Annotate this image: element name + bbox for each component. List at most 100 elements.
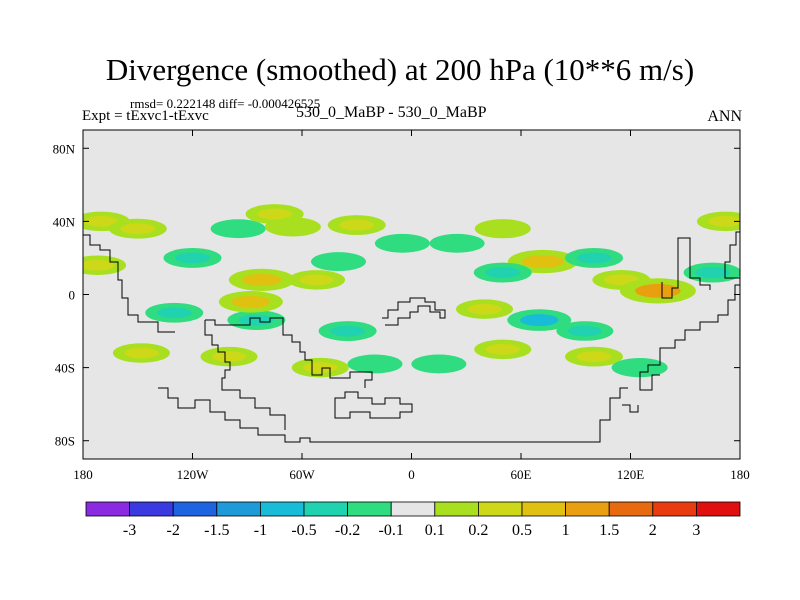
anomaly-inner <box>467 303 502 315</box>
anomaly-outer <box>210 219 266 239</box>
anomaly-inner <box>156 307 192 319</box>
colorbar-swatch <box>652 501 697 517</box>
anomaly-inner <box>576 351 612 363</box>
field-anomaly <box>474 339 532 360</box>
colorbar-label: -1 <box>254 522 267 539</box>
axis-tick-labels: 180 120W 60W 0 60E 120E 180 80N 40N 0 40S 80S <box>53 141 750 482</box>
anomaly-inner <box>339 219 375 231</box>
field-anomaly <box>565 248 623 268</box>
colorbar-swatch <box>390 501 436 517</box>
y-tick-label: 40N <box>53 214 76 229</box>
field-anomaly <box>474 219 531 239</box>
coastline-south-america-lower <box>204 320 286 430</box>
x-tick-label: 0 <box>408 467 415 482</box>
anomaly-inner <box>238 314 274 326</box>
anomaly-inner <box>485 343 520 355</box>
coastline-africa-north <box>382 297 446 326</box>
coastline-east-asia <box>724 231 740 279</box>
colorbar-label: -0.1 <box>379 522 404 539</box>
stats-line: rmsd= 0.222148 diff= -0.000426525 <box>130 96 321 111</box>
anomaly-outer <box>347 354 403 374</box>
anomaly-inner <box>695 267 731 279</box>
colorbar-label: 0.2 <box>468 522 488 539</box>
anomaly-inner <box>83 259 115 271</box>
coastline-central-south-america <box>205 317 373 388</box>
anomaly-inner <box>124 347 159 359</box>
field-anomaly <box>311 252 366 272</box>
y-tick-label: 80N <box>53 141 76 156</box>
colorbar-label: 1.5 <box>599 522 619 539</box>
field-anomaly <box>411 354 467 374</box>
x-tick-label: 180 <box>730 467 750 482</box>
field-anomaly <box>611 358 668 378</box>
anomaly-inner <box>521 255 564 269</box>
anomaly-inner <box>520 314 559 327</box>
anomaly-inner <box>242 273 282 286</box>
colorbar-swatch <box>85 501 130 517</box>
anomaly-inner <box>211 351 247 363</box>
colorbar-swatch <box>434 501 479 517</box>
coastline-pacific-islands <box>661 237 711 299</box>
anomaly-inner <box>567 325 602 337</box>
colorbar-label: 1 <box>562 522 570 539</box>
colorbar-swatch <box>608 501 654 517</box>
field-anomaly <box>556 321 614 341</box>
x-tick-label: 180 <box>73 467 93 482</box>
colorbar-swatch <box>565 501 610 517</box>
anomaly-inner <box>485 267 521 279</box>
field-anomaly <box>473 262 532 283</box>
field-anomaly <box>291 357 349 378</box>
season-label: ANN <box>707 108 742 125</box>
colorbar-label: -0.2 <box>335 522 360 539</box>
colorbar-swatch <box>696 501 741 517</box>
field-anomaly <box>288 270 346 290</box>
anomaly-outer <box>474 219 531 239</box>
colorbar-swatch <box>347 501 392 517</box>
x-tick-label: 60E <box>511 467 532 482</box>
coastline-australia-east <box>639 284 740 391</box>
field-anomaly <box>429 233 485 253</box>
anomaly-outer <box>311 252 366 272</box>
x-tick-label: 120E <box>617 467 645 482</box>
anomaly-outer <box>374 233 430 253</box>
anomaly-inner <box>576 252 612 264</box>
colorbar-label: -3 <box>123 522 136 539</box>
anomaly-inner <box>299 274 334 286</box>
field-anomaly <box>218 291 283 313</box>
anomaly-inner <box>84 216 119 227</box>
colorbar-swatch <box>477 501 523 517</box>
colorbar-swatch <box>216 501 261 517</box>
axis-ticks <box>82 130 741 459</box>
coastline-antarctic-peninsula <box>334 391 413 419</box>
colorbar-label: -1.5 <box>204 522 229 539</box>
anomaly-inner <box>231 295 271 308</box>
y-tick-label: 80S <box>55 434 75 449</box>
field-anomaly <box>696 211 740 232</box>
anomaly-inner <box>257 208 293 220</box>
colorbar-swatch <box>303 501 348 517</box>
anomaly-inner <box>708 216 740 227</box>
field-anomaly <box>318 321 377 341</box>
experiment-label: Expt = tExvc1-tExvc <box>82 108 209 124</box>
field-anomaly <box>145 302 204 323</box>
anomaly-inner <box>635 283 681 298</box>
colorbar-label: 3 <box>692 522 700 539</box>
field-anomaly <box>347 354 403 374</box>
coastline-antarctica <box>158 387 628 443</box>
colorbar-swatch <box>172 501 218 517</box>
case-label: 530_0_MaBP - 530_0_MaBP <box>296 104 487 121</box>
field-anomaly <box>456 299 513 319</box>
field-anomaly <box>200 346 258 367</box>
colorbar-label: -2 <box>167 522 180 539</box>
anomaly-inner <box>330 325 366 337</box>
chart-title: Divergence (smoothed) at 200 hPa (10**6 … <box>105 52 695 87</box>
y-tick-label: 0 <box>69 288 76 303</box>
field-anomaly <box>83 255 127 276</box>
field-anomaly <box>327 215 386 235</box>
y-tick-label: 40S <box>55 361 75 376</box>
anomaly-inner <box>120 223 156 235</box>
colorbar-label: -0.5 <box>291 522 316 539</box>
colorbar-swatch <box>259 501 305 517</box>
field-anomaly <box>108 218 167 239</box>
